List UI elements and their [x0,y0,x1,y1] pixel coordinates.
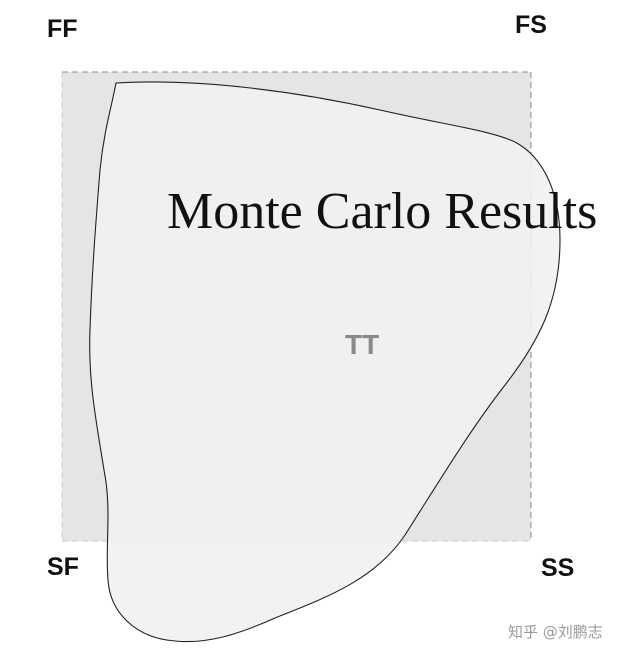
center-label: TT [345,329,380,360]
monte-carlo-region [89,81,561,643]
corner-label-ff: FF [47,15,78,43]
watermark: 知乎 @刘鹏志 [508,623,603,641]
corner-label-sf: SF [47,553,79,581]
corner-label-ss: SS [541,554,575,582]
corner-label-fs: FS [515,11,547,39]
diagram-title: Monte Carlo Results [167,183,598,240]
